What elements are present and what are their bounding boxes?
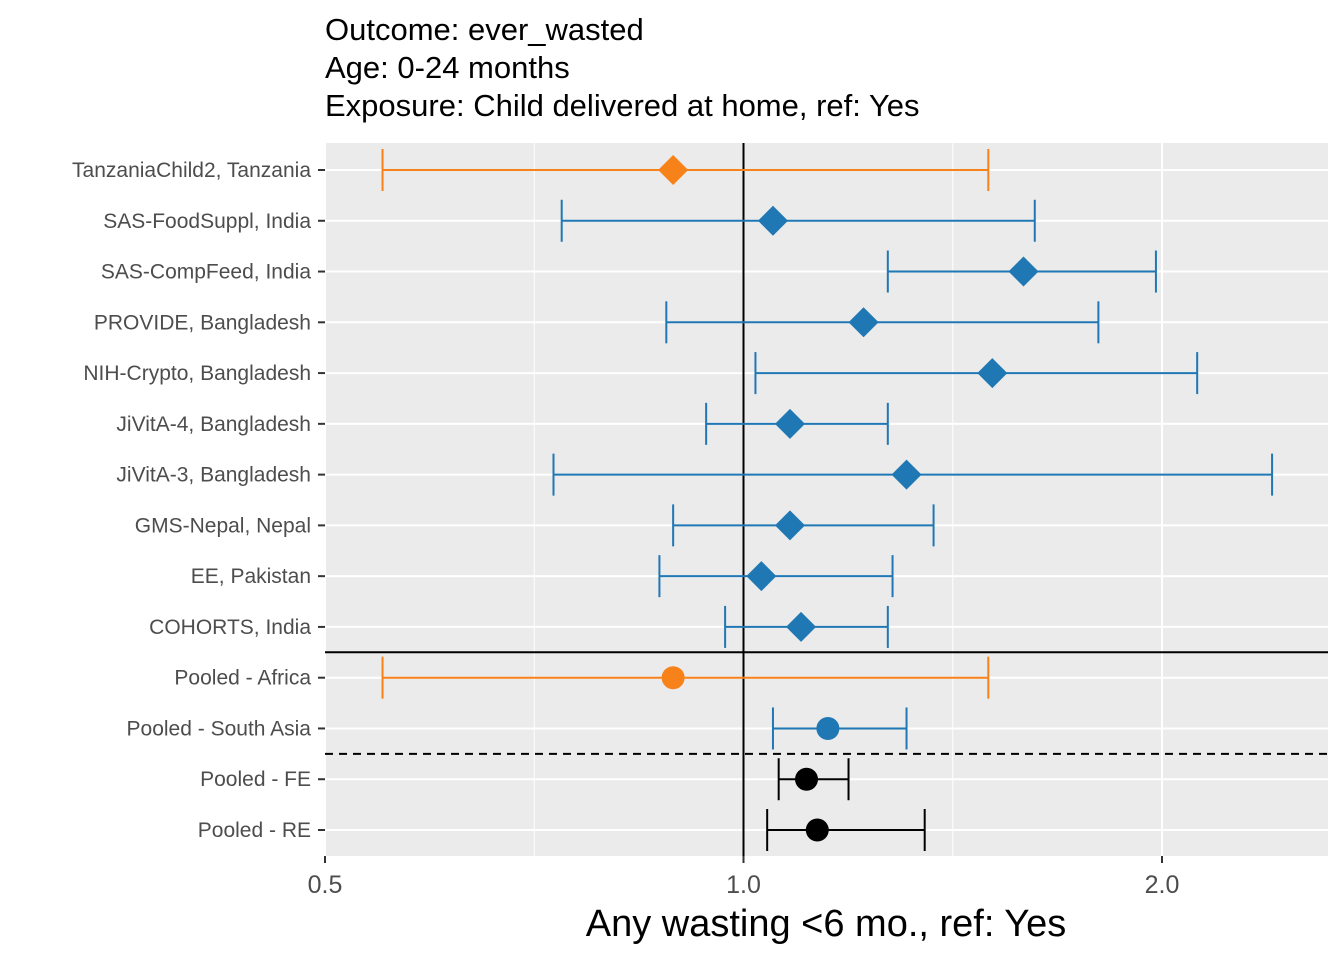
data-marks bbox=[381, 149, 1274, 851]
row-label-5: JiVitA-4, Bangladesh bbox=[116, 413, 311, 436]
row-label-10: Pooled - Africa bbox=[174, 667, 311, 690]
row-mark-13 bbox=[766, 809, 926, 851]
row-label-9: COHORTS, India bbox=[149, 616, 311, 639]
row-label-11: Pooled - South Asia bbox=[127, 717, 312, 740]
point-estimate-0 bbox=[658, 155, 689, 185]
x-tick-label-2: 2.0 bbox=[1145, 871, 1180, 899]
point-estimate-8 bbox=[746, 561, 777, 592]
row-mark-12 bbox=[777, 758, 850, 801]
chart-title: Outcome: ever_wasted Age: 0-24 months Ex… bbox=[325, 12, 920, 123]
point-estimate-6 bbox=[891, 459, 922, 490]
title-line-age: Age: 0-24 months bbox=[325, 50, 570, 85]
title-line-outcome: Outcome: ever_wasted bbox=[325, 12, 644, 47]
row-mark-10 bbox=[381, 656, 990, 699]
row-mark-6 bbox=[552, 453, 1274, 496]
point-estimate-12 bbox=[795, 767, 819, 791]
row-mark-7 bbox=[672, 504, 935, 547]
row-label-13: Pooled - RE bbox=[198, 819, 311, 842]
row-label-3: PROVIDE, Bangladesh bbox=[94, 311, 311, 334]
point-estimate-1 bbox=[757, 205, 788, 236]
point-estimate-2 bbox=[1008, 256, 1039, 287]
row-mark-3 bbox=[665, 301, 1100, 344]
point-estimate-3 bbox=[848, 307, 879, 338]
row-label-4: NIH-Crypto, Bangladesh bbox=[83, 362, 311, 385]
row-label-8: EE, Pakistan bbox=[191, 565, 311, 588]
point-estimate-7 bbox=[774, 510, 805, 541]
row-label-12: Pooled - FE bbox=[200, 768, 311, 791]
row-label-6: JiVitA-3, Bangladesh bbox=[116, 464, 311, 487]
point-estimate-9 bbox=[786, 611, 817, 642]
x-tick-label-1: 1.0 bbox=[726, 871, 761, 899]
point-estimate-4 bbox=[977, 358, 1008, 389]
title-line-exposure: Exposure: Child delivered at home, ref: … bbox=[325, 88, 920, 123]
point-estimate-11 bbox=[816, 716, 840, 740]
x-tick-label-0: 0.5 bbox=[308, 871, 343, 899]
row-label-1: SAS-FoodSuppl, India bbox=[103, 210, 311, 233]
row-label-2: SAS-CompFeed, India bbox=[101, 261, 311, 284]
row-mark-2 bbox=[886, 250, 1157, 293]
row-mark-9 bbox=[724, 605, 889, 648]
x-axis-title: Any wasting <6 mo., ref: Yes bbox=[586, 903, 1067, 945]
point-estimate-10 bbox=[661, 666, 685, 690]
row-mark-4 bbox=[754, 352, 1199, 395]
row-mark-0 bbox=[381, 149, 990, 191]
row-mark-1 bbox=[560, 199, 1036, 242]
row-label-7: GMS-Nepal, Nepal bbox=[135, 514, 311, 537]
row-mark-5 bbox=[705, 402, 889, 445]
point-estimate-5 bbox=[774, 408, 805, 439]
row-label-0: TanzaniaChild2, Tanzania bbox=[72, 159, 311, 182]
x-axis: 0.5 1.0 2.0 bbox=[308, 856, 1180, 899]
separator-lines bbox=[325, 143, 1328, 856]
row-labels: TanzaniaChild2, Tanzania SAS-FoodSuppl, I… bbox=[72, 159, 325, 842]
point-estimate-13 bbox=[805, 818, 829, 842]
row-mark-11 bbox=[771, 707, 908, 750]
row-mark-8 bbox=[658, 555, 894, 598]
plot-panel bbox=[325, 143, 1328, 856]
